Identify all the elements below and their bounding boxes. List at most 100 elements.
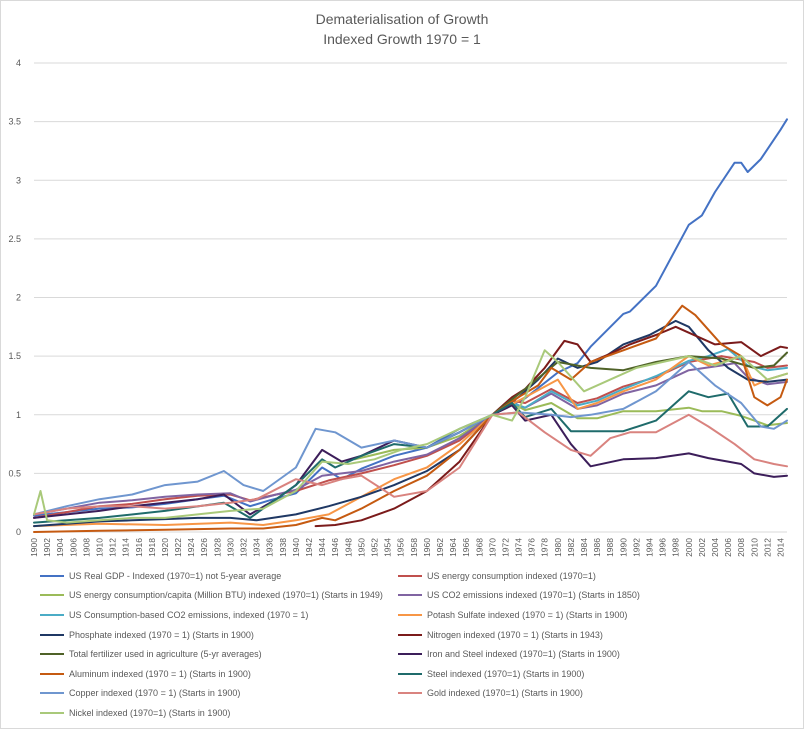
legend-label: US Real GDP - Indexed (1970=1) not 5-yea… xyxy=(69,570,282,581)
legend-label: Iron and Steel indexed (1970=1) (Starts … xyxy=(427,649,620,660)
x-tick-label: 2008 xyxy=(736,538,746,557)
y-tick-label: 2 xyxy=(16,293,21,303)
series-line-14 xyxy=(33,411,788,516)
legend-label: Nickel indexed (1970=1) (Starts in 1900) xyxy=(69,707,231,718)
legend-item: Potash Sulfate indexed (1970 = 1) (Start… xyxy=(398,610,756,620)
x-tick-label: 1968 xyxy=(474,538,484,557)
x-tick-label: 2012 xyxy=(762,538,772,557)
x-axis-ticks: 1900 1902 1904 1906 1908 1910 1912 1914 1916 1918… xyxy=(29,538,785,557)
x-tick-label: 1948 xyxy=(343,538,353,557)
x-tick-label: 1966 xyxy=(461,538,471,557)
x-tick-label: 1920 xyxy=(160,538,170,557)
x-tick-label: 1944 xyxy=(317,538,327,557)
legend-item: US CO2 emissions indexed (1970=1) (Start… xyxy=(398,590,756,600)
series-line-15 xyxy=(33,349,788,524)
x-tick-label: 1900 xyxy=(29,538,39,557)
series-line-9 xyxy=(491,351,788,416)
x-tick-label: 1988 xyxy=(605,538,615,557)
x-tick-label: 1964 xyxy=(448,538,458,557)
x-tick-label: 1958 xyxy=(409,538,419,557)
x-tick-label: 1962 xyxy=(435,538,445,557)
x-tick-label: 1992 xyxy=(631,538,641,557)
x-tick-label: 1950 xyxy=(356,538,366,557)
legend-swatch xyxy=(398,594,422,597)
x-tick-label: 1908 xyxy=(81,538,91,557)
x-tick-label: 1922 xyxy=(173,538,183,557)
legend-label: US Consumption-based CO2 emissions, inde… xyxy=(69,609,309,620)
x-tick-label: 1918 xyxy=(147,538,157,557)
legend-item: Aluminum indexed (1970 = 1) (Starts in 1… xyxy=(40,669,398,679)
x-tick-label: 1976 xyxy=(527,538,537,557)
series-line-13 xyxy=(33,361,788,516)
x-tick-label: 2006 xyxy=(723,538,733,557)
legend-item: Gold indexed (1970=1) (Starts in 1900) xyxy=(398,688,756,698)
x-tick-label: 1960 xyxy=(422,538,432,557)
legend-row: Copper indexed (1970 = 1) (Starts in 190… xyxy=(40,684,800,704)
legend-row: Nickel indexed (1970=1) (Starts in 1900) xyxy=(40,703,800,723)
x-tick-label: 2000 xyxy=(684,538,694,557)
x-tick-label: 1926 xyxy=(199,538,209,557)
legend-item: Copper indexed (1970 = 1) (Starts in 190… xyxy=(40,688,398,698)
legend-item: Iron and Steel indexed (1970=1) (Starts … xyxy=(398,649,756,659)
legend-label: Phosphate indexed (1970 = 1) (Starts in … xyxy=(69,629,254,640)
y-tick-label: 4 xyxy=(16,58,21,68)
legend-swatch xyxy=(40,692,64,695)
legend-label: Aluminum indexed (1970 = 1) (Starts in 1… xyxy=(69,668,251,679)
legend-row: Phosphate indexed (1970 = 1) (Starts in … xyxy=(40,625,800,645)
x-tick-label: 1994 xyxy=(644,538,654,557)
legend-swatch xyxy=(398,633,422,636)
legend-swatch xyxy=(398,613,422,616)
x-tick-label: 1910 xyxy=(94,538,104,557)
x-tick-label: 1902 xyxy=(42,538,52,557)
legend-swatch xyxy=(40,613,64,616)
x-tick-label: 1924 xyxy=(186,538,196,557)
y-tick-label: 1.5 xyxy=(8,351,21,361)
legend-item: US Real GDP - Indexed (1970=1) not 5-yea… xyxy=(40,571,398,581)
x-tick-label: 1996 xyxy=(658,538,668,557)
legend-item: US Consumption-based CO2 emissions, inde… xyxy=(40,610,398,620)
x-tick-label: 2002 xyxy=(697,538,707,557)
chart-subtitle: Indexed Growth 1970 = 1 xyxy=(323,31,481,47)
x-tick-label: 1932 xyxy=(239,538,249,557)
legend-item: Nitrogen indexed (1970 = 1) (Starts in 1… xyxy=(398,630,756,640)
series-line-4 xyxy=(33,362,788,516)
x-tick-label: 1938 xyxy=(278,538,288,557)
x-tick-label: 1986 xyxy=(592,538,602,557)
legend-item: US energy consumption indexed (1970=1) xyxy=(398,571,756,581)
x-tick-label: 1982 xyxy=(566,538,576,557)
y-axis-ticks: 0 0.5 1 1.5 2 2.5 3 3.5 4 xyxy=(8,58,21,537)
gridlines xyxy=(34,62,787,533)
legend-label: Steel indexed (1970=1) (Starts in 1900) xyxy=(427,668,585,679)
x-tick-label: 1916 xyxy=(134,538,144,557)
series-lines xyxy=(33,118,788,533)
x-tick-label: 1906 xyxy=(68,538,78,557)
legend-label: Copper indexed (1970 = 1) (Starts in 190… xyxy=(69,688,241,699)
x-tick-label: 1956 xyxy=(396,538,406,557)
legend-item: Nickel indexed (1970=1) (Starts in 1900) xyxy=(40,708,398,718)
x-tick-label: 1942 xyxy=(304,538,314,557)
y-tick-label: 0 xyxy=(16,527,21,537)
x-tick-label: 1972 xyxy=(500,538,510,557)
x-tick-label: 1990 xyxy=(618,538,628,557)
legend-item: Total fertilizer used in agriculture (5-… xyxy=(40,649,398,659)
legend-label: US energy consumption indexed (1970=1) xyxy=(427,570,596,581)
x-tick-label: 1912 xyxy=(108,538,118,557)
legend-row: Aluminum indexed (1970 = 1) (Starts in 1… xyxy=(40,664,800,684)
x-tick-label: 1980 xyxy=(553,538,563,557)
x-tick-label: 1946 xyxy=(330,538,340,557)
legend-swatch xyxy=(40,672,64,675)
legend-item: US energy consumption/capita (Million BT… xyxy=(40,590,398,600)
x-tick-label: 1936 xyxy=(265,538,275,557)
x-tick-label: 1904 xyxy=(55,538,65,557)
x-tick-label: 1914 xyxy=(121,538,131,557)
x-tick-label: 1954 xyxy=(383,538,393,557)
legend-swatch xyxy=(40,633,64,636)
chart-legend: US Real GDP - Indexed (1970=1) not 5-yea… xyxy=(40,566,800,723)
legend-swatch xyxy=(40,574,64,577)
legend-label: Potash Sulfate indexed (1970 = 1) (Start… xyxy=(427,609,628,620)
x-tick-label: 2010 xyxy=(749,538,759,557)
x-tick-label: 1978 xyxy=(540,538,550,557)
legend-label: US CO2 emissions indexed (1970=1) (Start… xyxy=(427,590,640,601)
x-tick-label: 1970 xyxy=(487,538,497,557)
